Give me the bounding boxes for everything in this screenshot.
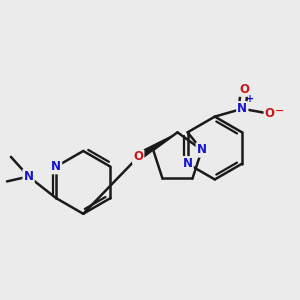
Text: N: N xyxy=(24,170,34,183)
Text: −: − xyxy=(275,106,284,116)
Text: O: O xyxy=(265,107,275,120)
Text: N: N xyxy=(51,160,61,173)
Text: N: N xyxy=(183,157,193,170)
Polygon shape xyxy=(136,132,178,161)
Text: N: N xyxy=(237,102,247,115)
Text: O: O xyxy=(239,82,249,96)
Text: +: + xyxy=(246,94,254,104)
Text: N: N xyxy=(197,143,207,157)
Text: O: O xyxy=(133,150,143,164)
